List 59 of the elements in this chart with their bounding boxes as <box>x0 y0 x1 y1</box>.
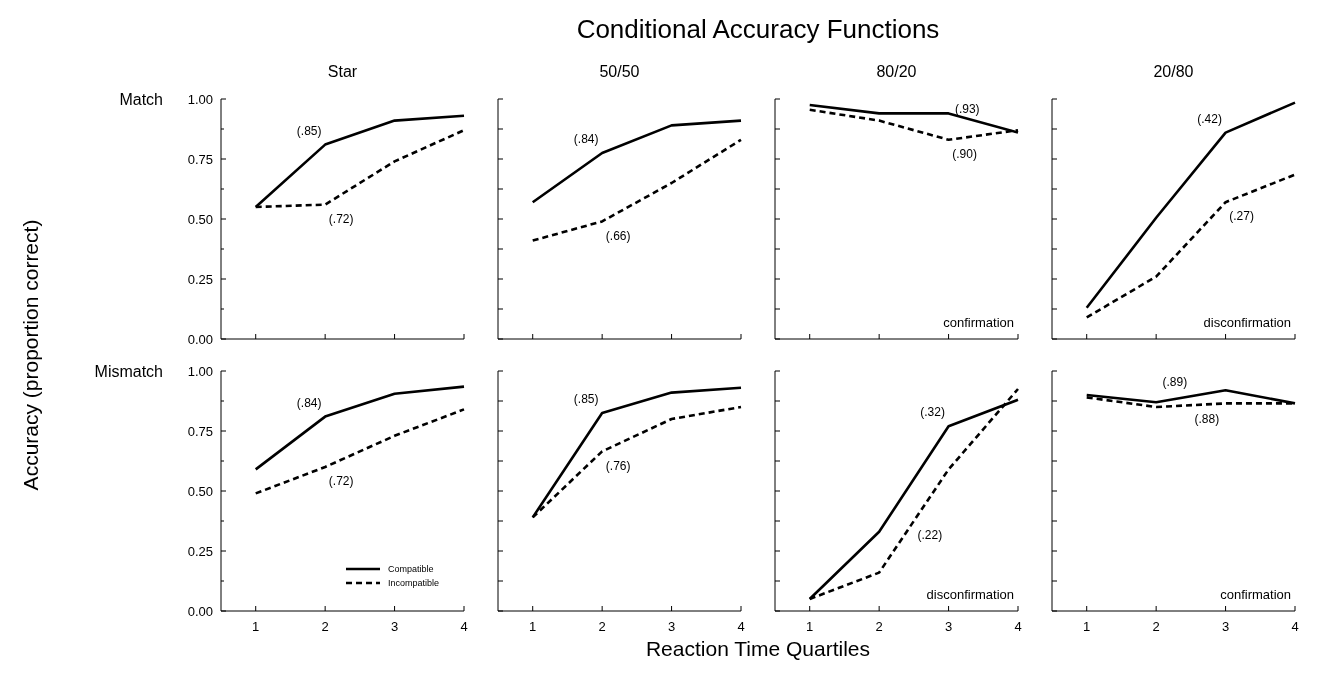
annotation: (.27) <box>1229 209 1254 224</box>
text: Reaction Time Quartiles <box>645 637 871 660</box>
y-tick-label: 0.00 <box>187 603 213 619</box>
annotation: (.85) <box>573 392 599 407</box>
annotation: disconfirmation <box>926 587 1014 602</box>
x-tick-label: 1 <box>1083 619 1091 634</box>
y-tick-label: 0.00 <box>187 331 213 347</box>
x-tick-label: 2 <box>321 619 329 634</box>
text: Accuracy (proportion correct) <box>19 219 42 491</box>
x-tick-label: 4 <box>460 619 468 634</box>
y-tick-label: 0.75 <box>187 151 213 167</box>
y-tick-label: 1.00 <box>187 91 213 107</box>
chart-title: 50/50 <box>599 63 640 80</box>
annotation: (.85) <box>296 123 322 138</box>
x-tick-label: 3 <box>1221 619 1230 634</box>
y-tick-label: 1.00 <box>187 363 213 379</box>
annotation: (.42) <box>1197 111 1222 126</box>
annotation: (.88) <box>1194 412 1220 427</box>
line-series <box>254 385 466 471</box>
y-tick-label: 0.50 <box>187 483 213 499</box>
x-tick-label: 3 <box>390 619 399 634</box>
y-tick-label: 0.75 <box>187 423 213 439</box>
annotation: confirmation <box>943 315 1014 330</box>
x-tick-label: 1 <box>252 619 260 634</box>
y-axis-title: Match <box>119 91 163 108</box>
x-tick-label: 4 <box>1291 619 1299 634</box>
text: Conditional Accuracy Functions <box>576 14 940 44</box>
line-series <box>254 408 466 495</box>
annotation: (.93) <box>954 102 980 117</box>
annotation: (.72) <box>328 474 354 489</box>
annotation: (.76) <box>605 458 631 473</box>
annotation: (.84) <box>573 132 599 147</box>
legend-label: Compatible <box>388 564 434 575</box>
annotation: (.22) <box>917 528 943 543</box>
x-tick-label: 1 <box>529 619 537 634</box>
chart-title: 80/20 <box>876 63 917 80</box>
annotation: (.32) <box>920 405 945 420</box>
x-tick-label: 4 <box>737 619 745 634</box>
annotation: confirmation <box>1220 587 1291 602</box>
chart-title: 20/80 <box>1153 63 1194 80</box>
annotation: (.84) <box>296 395 322 410</box>
y-axis-title: Mismatch <box>94 363 163 380</box>
annotation: (.90) <box>952 147 977 161</box>
y-tick-label: 0.25 <box>187 543 213 559</box>
annotation: (.66) <box>605 228 631 243</box>
y-tick-label: 0.50 <box>187 211 213 227</box>
x-tick-label: 2 <box>598 619 606 634</box>
x-tick-label: 2 <box>875 619 883 634</box>
x-tick-label: 3 <box>667 619 676 634</box>
x-tick-label: 4 <box>1014 619 1022 634</box>
legend-label: Incompatible <box>388 578 440 589</box>
annotation: disconfirmation <box>1203 315 1291 330</box>
x-tick-label: 1 <box>806 619 814 634</box>
annotation: (.89) <box>1162 375 1188 390</box>
chart-title: Star <box>327 63 358 80</box>
y-tick-label: 0.25 <box>187 271 213 287</box>
annotation: (.72) <box>328 211 354 226</box>
x-tick-label: 2 <box>1152 619 1160 634</box>
x-tick-label: 3 <box>944 619 953 634</box>
